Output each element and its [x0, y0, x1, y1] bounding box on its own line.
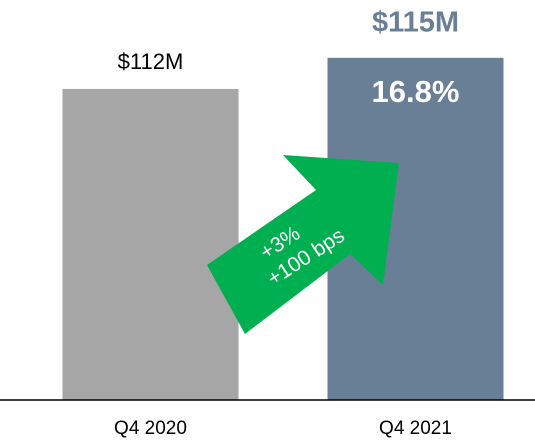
- bar-annotation: 16.8%: [372, 74, 460, 109]
- x-tick-label: Q4 2021: [379, 418, 452, 439]
- growth-arrow: [207, 155, 399, 334]
- value-label: $115M: [372, 6, 459, 38]
- value-label: $112M: [118, 49, 184, 74]
- bar: [62, 88, 239, 401]
- x-tick-label: Q4 2020: [114, 418, 187, 439]
